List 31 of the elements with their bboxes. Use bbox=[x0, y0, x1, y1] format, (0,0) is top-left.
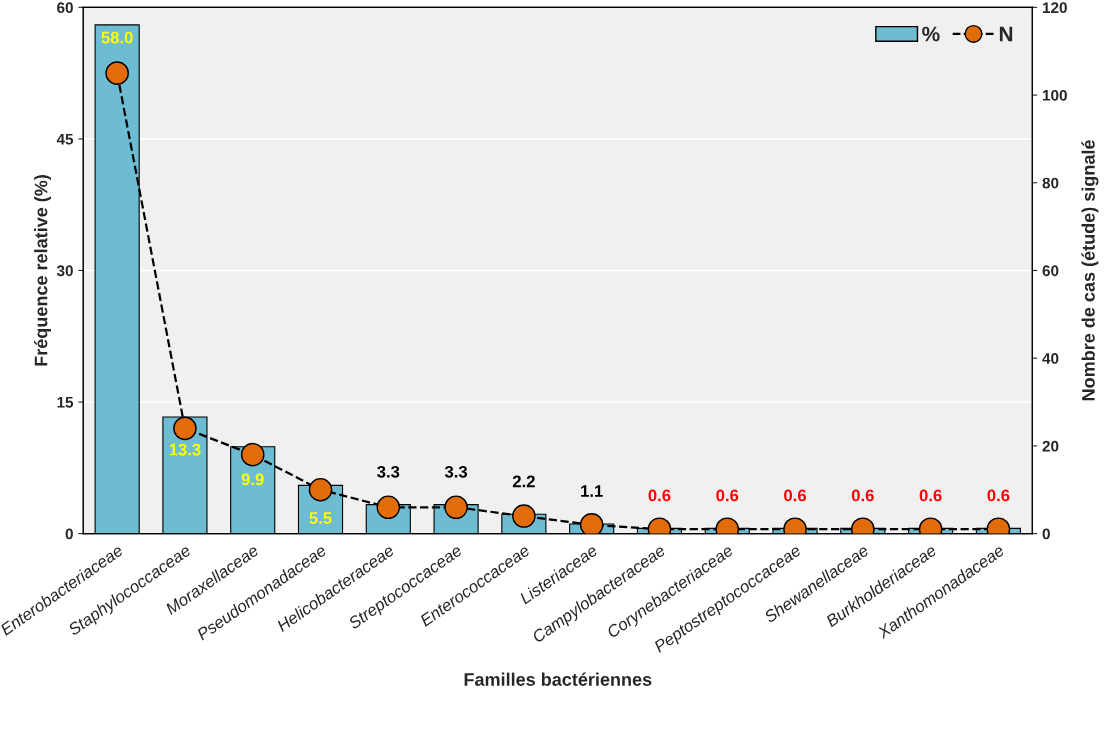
y2-tick-label: 120 bbox=[1042, 2, 1067, 14]
y-tick-label: 15 bbox=[57, 397, 74, 408]
legend-label: N bbox=[999, 26, 1013, 42]
data-label: 9.9 bbox=[241, 473, 264, 486]
data-label: 1.1 bbox=[581, 485, 603, 497]
data-label: 0.6 bbox=[919, 489, 942, 502]
y-axis-title: Fréquence relative (%) bbox=[33, 175, 51, 366]
y2-tick-label: 100 bbox=[1042, 89, 1067, 101]
data-label: 2.2 bbox=[512, 475, 535, 488]
data-label: 3.3 bbox=[444, 465, 468, 478]
data-label: 5.5 bbox=[309, 512, 332, 524]
data-label: 58.0 bbox=[101, 31, 133, 44]
y-tick-label: 45 bbox=[56, 133, 74, 145]
y-tick-label: 60 bbox=[57, 2, 73, 14]
y-tick-label: 30 bbox=[56, 265, 73, 277]
data-label: 0.6 bbox=[851, 489, 874, 502]
data-label: 0.6 bbox=[648, 489, 671, 502]
data-label: 3.3 bbox=[377, 465, 400, 478]
y2-axis-title: Nombre de cas (étude) signalé bbox=[1081, 140, 1099, 401]
y-tick-label: 0 bbox=[65, 528, 73, 540]
x-axis-title: Familles bactériennes bbox=[464, 672, 652, 686]
data-label: 0.6 bbox=[987, 489, 1010, 502]
data-label: 13.3 bbox=[169, 443, 201, 456]
y2-tick-label: 40 bbox=[1042, 353, 1059, 364]
data-label: 0.6 bbox=[784, 489, 807, 502]
y2-tick-label: 20 bbox=[1042, 440, 1059, 452]
y2-tick-label: 0 bbox=[1042, 528, 1050, 540]
y2-tick-label: 60 bbox=[1042, 265, 1059, 277]
data-label: 0.6 bbox=[716, 489, 739, 502]
y2-tick-label: 80 bbox=[1042, 177, 1059, 189]
legend-label: % bbox=[922, 26, 940, 42]
